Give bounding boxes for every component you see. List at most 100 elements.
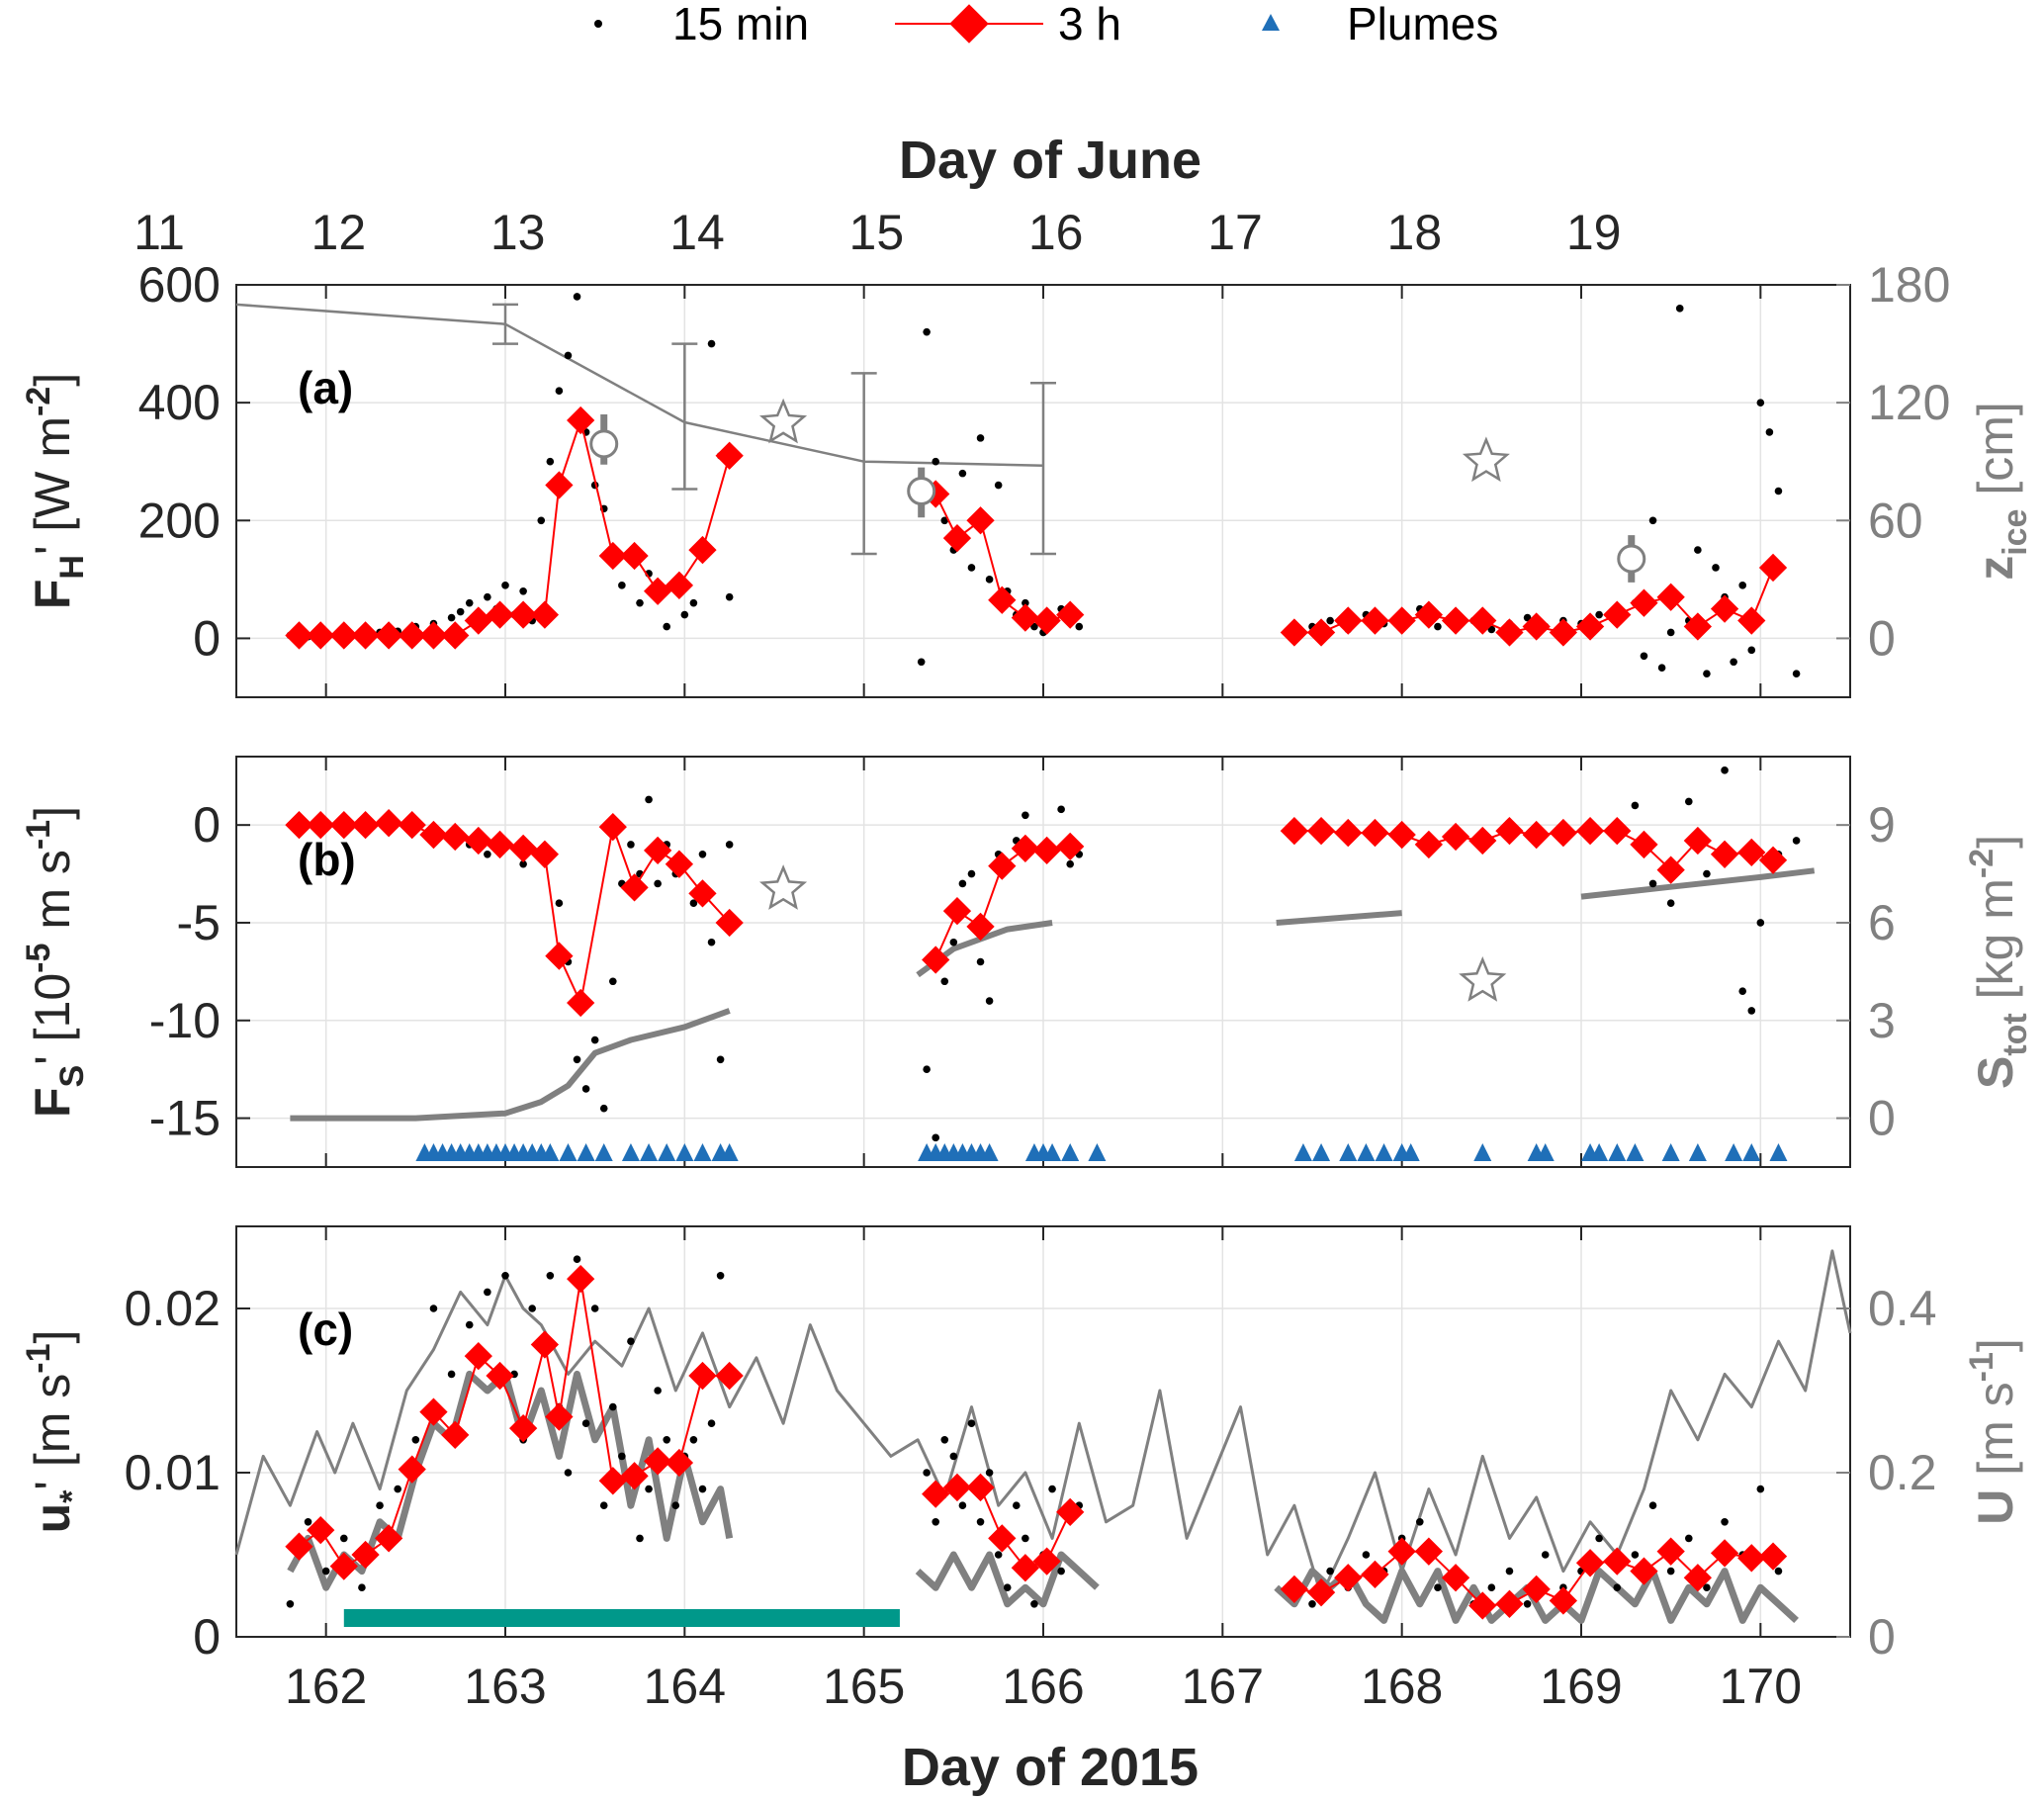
series-3h-point: [307, 811, 335, 840]
series-3h-point: [1387, 1537, 1416, 1566]
series-3h-point: [1414, 1537, 1444, 1566]
series-15min-point: [923, 1469, 931, 1477]
series-15min-point: [689, 598, 698, 607]
series-15min-point: [465, 1320, 474, 1329]
plume-marker: [1769, 1143, 1788, 1161]
series-3h-point: [598, 541, 627, 571]
series-3h-point: [464, 826, 492, 855]
left-tick-label: -15: [149, 1091, 221, 1146]
series-15min-point: [609, 1402, 617, 1411]
series-3h-point: [508, 834, 538, 863]
series-3h-point: [1495, 1589, 1524, 1618]
series-15min-point: [707, 1419, 716, 1427]
series-15min-point: [725, 841, 734, 849]
series-15min-point: [1738, 582, 1746, 589]
plume-marker: [541, 1143, 560, 1161]
series-3h-point: [1522, 612, 1551, 641]
series-15min-point: [546, 457, 555, 466]
left-tick-label: 200: [138, 493, 221, 548]
series-3h-point: [545, 471, 574, 499]
plume-marker: [693, 1143, 712, 1161]
series-15min-point: [1362, 1551, 1371, 1559]
series-3h-point: [1361, 606, 1389, 635]
series-3h-point: [1656, 855, 1685, 884]
series-3h-point: [1710, 1539, 1739, 1568]
series-3h-point: [329, 811, 358, 840]
series-15min-point: [1657, 664, 1666, 673]
series-15min-point: [609, 977, 617, 986]
series-15min-point: [1648, 1501, 1657, 1509]
series-3h-point: [464, 606, 492, 635]
series-3h-point: [1361, 1560, 1389, 1589]
bottom-tick-label: 167: [1182, 1659, 1264, 1714]
series-3h-point: [1656, 583, 1685, 611]
series-15min-point: [1738, 987, 1746, 995]
series-15min-point: [1541, 1551, 1550, 1559]
series-3h-point: [1549, 818, 1578, 848]
plume-marker: [980, 1143, 999, 1161]
series-3h-point: [1011, 1554, 1040, 1582]
series-3h-point: [665, 1448, 694, 1478]
right-tick-label: 0: [1868, 1091, 1896, 1146]
series-3h-point: [1575, 816, 1605, 846]
left-tick-label: 0.02: [125, 1281, 221, 1336]
series-3h-point: [1575, 1549, 1605, 1577]
series-3h-point: [374, 809, 403, 838]
series-15min-point: [1792, 837, 1801, 845]
series-3h-point: [1414, 600, 1444, 629]
series-3h-point: [1758, 846, 1788, 874]
series-3h-point: [1306, 1578, 1336, 1607]
top-tick-label: 14: [669, 205, 725, 260]
series-3h-point: [307, 621, 335, 650]
series-3h-point: [351, 1540, 380, 1570]
bottom-tick-label: 166: [1002, 1659, 1084, 1714]
series-15min-point: [923, 327, 931, 336]
series-15min-point: [1712, 564, 1720, 572]
series-15min-point: [949, 1452, 958, 1461]
right-tick-label: 180: [1868, 257, 1950, 313]
series-3h-point: [567, 1264, 595, 1294]
series-15min-point: [985, 576, 994, 584]
series-3h-point: [419, 1397, 448, 1426]
bottom-axis-ticks: 162 163 164 165 166 167 168 169 170: [285, 1659, 1802, 1714]
series-3h-point: [1758, 553, 1788, 583]
series-3h-point: [486, 830, 514, 859]
series-15min-point: [1595, 610, 1603, 619]
series-15min-point: [663, 1436, 670, 1444]
series-3h-point: [441, 1420, 470, 1449]
legend: 15 min 3 h Plumes: [594, 0, 1498, 49]
series-15min-point: [627, 1337, 635, 1345]
star-marker: [1462, 436, 1510, 483]
legend-3h-label: 3 h: [1058, 0, 1121, 49]
series-15min-point: [1326, 616, 1334, 625]
legend-plumes-marker: [1262, 14, 1280, 31]
series-3h-point: [329, 621, 358, 650]
series-15min-point: [1685, 797, 1693, 806]
series-15min-point: [1747, 1007, 1756, 1015]
series-15min-point: [1613, 1583, 1622, 1591]
left-tick-label: 400: [138, 375, 221, 430]
series-15min-point: [1685, 1534, 1693, 1543]
series-15min-point: [645, 795, 653, 804]
series-3h-point: [1414, 830, 1444, 859]
series-15min-point: [627, 841, 635, 849]
series-15min-point: [636, 1534, 644, 1543]
plume-marker: [1608, 1143, 1627, 1161]
series-3h-point: [285, 621, 313, 650]
series-15min-point: [358, 1583, 366, 1591]
series-3h-point: [1468, 1591, 1497, 1620]
bottom-axis-title: Day of 2015: [902, 1738, 1199, 1797]
right-tick-label: 0: [1868, 1609, 1896, 1665]
right-tick-label: 9: [1868, 797, 1896, 853]
series-15min-point: [1326, 1567, 1334, 1576]
series-15min-point: [698, 1485, 707, 1493]
series-15min-point: [286, 1600, 295, 1608]
series-3h-point: [441, 621, 470, 650]
series-15min-point: [663, 622, 670, 631]
series-3h-point: [598, 813, 627, 842]
legend-15min-label: 15 min: [672, 0, 809, 49]
top-axis-ticks: 11 12 13 14 15 16 17 18 19: [133, 205, 1621, 260]
right-tick-label: 0.2: [1868, 1445, 1937, 1500]
plume-marker: [1536, 1143, 1555, 1161]
plume-marker: [1357, 1143, 1376, 1161]
